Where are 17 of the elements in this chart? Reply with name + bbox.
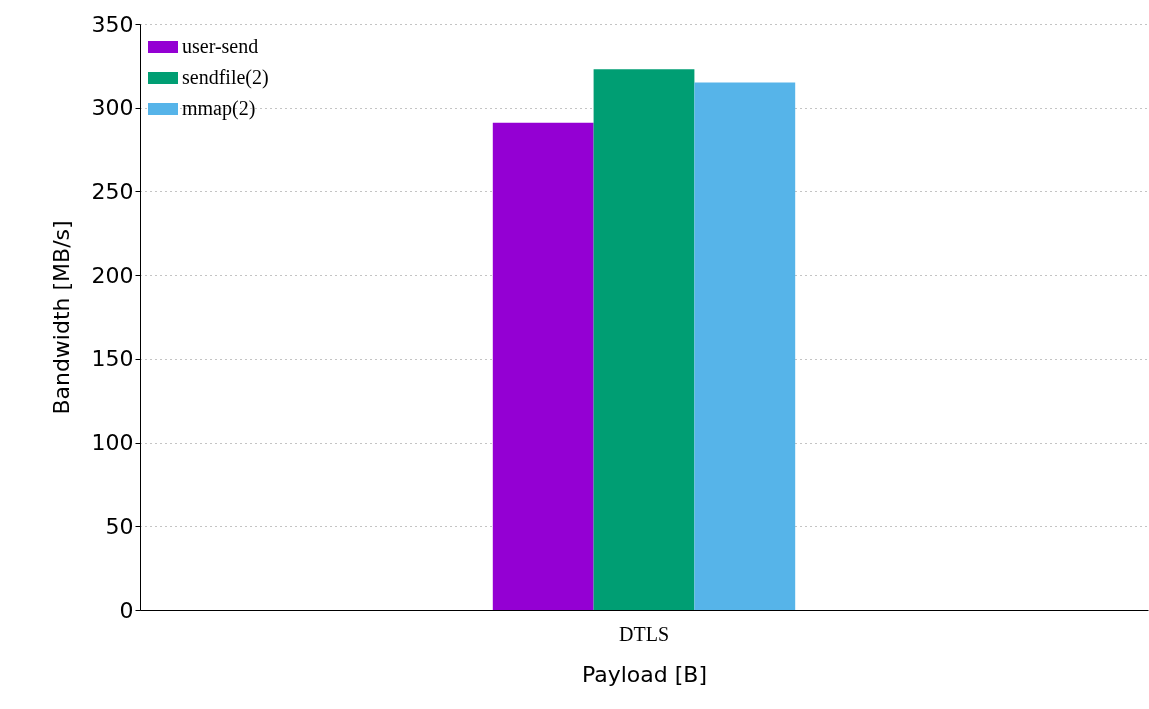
y-axis-title: Bandwidth [MB/s]	[48, 220, 74, 415]
bar	[492, 122, 594, 610]
legend-label: mmap(2)	[182, 97, 256, 120]
y-tick-label: 50	[105, 513, 134, 539]
x-tick-label: DTLS	[619, 622, 669, 645]
bar	[694, 82, 796, 610]
y-tick-label: 350	[91, 11, 134, 37]
x-axis-title: Payload [B]	[581, 661, 708, 687]
y-tick-label: 250	[91, 178, 134, 204]
legend-label: user-send	[182, 35, 259, 57]
y-tick-label: 200	[91, 262, 134, 288]
y-tick-label: 0	[119, 597, 134, 623]
y-tick-label: 100	[91, 430, 134, 456]
bar	[593, 69, 695, 610]
y-tick-label: 150	[91, 346, 134, 372]
y-tick-label: 300	[91, 95, 134, 121]
legend-label: sendfile(2)	[182, 66, 269, 89]
